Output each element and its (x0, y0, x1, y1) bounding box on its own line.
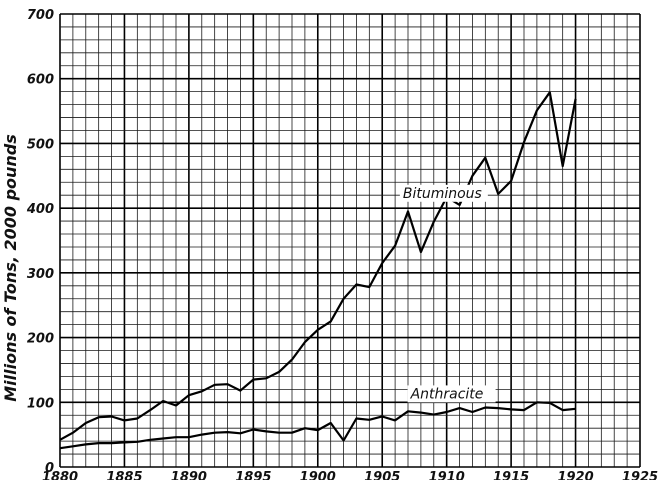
y-tick-label: 600 (27, 73, 54, 88)
y-tick-label: 200 (27, 332, 54, 347)
x-tick-label: 1920 (557, 470, 593, 480)
label-background (407, 385, 496, 403)
axes: 1880 1885 1890 1895 1900 1905 1910 1915 1920 1925… (26, 8, 658, 480)
x-tick-label: 1915 (493, 470, 529, 480)
label-background (399, 184, 488, 202)
x-tick-label: 1890 (171, 470, 207, 480)
x-tick-label: 1925 (622, 470, 658, 480)
x-tick-label: 1900 (300, 470, 336, 480)
x-tick-label: 1895 (235, 470, 271, 480)
y-axis-title: Millions of Tons, 2000 pounds (1, 134, 20, 402)
labels: Bituminous Anthracite (399, 184, 496, 403)
series (59, 91, 577, 450)
y-tick-label: 100 (27, 396, 54, 411)
x-tick-label: 1905 (364, 470, 400, 480)
x-tick-label: 1880 (42, 470, 78, 480)
x-tick-label: 1885 (106, 470, 142, 480)
grid (59, 13, 641, 468)
anthracite-line (59, 401, 576, 450)
bituminous-label: Bituminous (403, 186, 482, 202)
anthracite-label: Anthracite (410, 386, 484, 402)
x-tick-label: 1910 (429, 470, 465, 480)
y-tick-label: 700 (27, 8, 54, 23)
y-tick-label: 400 (26, 202, 54, 217)
y-tick-label: 0 (45, 461, 54, 476)
y-tick-label: 500 (27, 137, 54, 152)
y-tick-label: 300 (27, 267, 54, 282)
bituminous-line (59, 91, 577, 441)
